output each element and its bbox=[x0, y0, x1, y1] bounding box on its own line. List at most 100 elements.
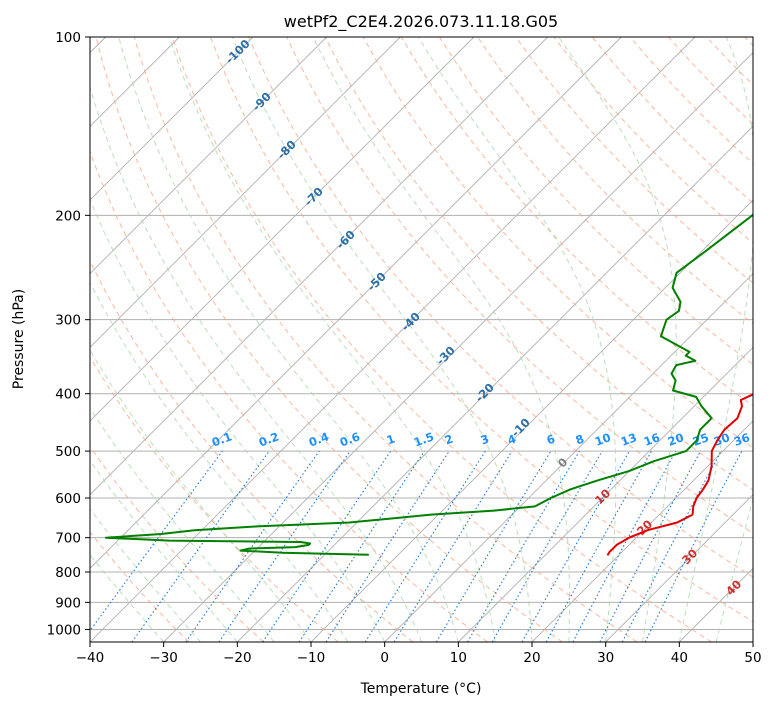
isotherm-line bbox=[310, 199, 753, 642]
mixing-ratio-line bbox=[90, 450, 223, 632]
moist-adiabat-line bbox=[715, 497, 753, 642]
mixing-ratio-line bbox=[131, 450, 270, 642]
dry-adiabat-line bbox=[171, 37, 712, 642]
mixing-ratio-line bbox=[467, 450, 580, 642]
moist-adiabat-line bbox=[312, 37, 570, 642]
dry-adiabat-line bbox=[210, 37, 753, 623]
moist-adiabat-line bbox=[231, 37, 533, 642]
mixing-ratio-line bbox=[393, 450, 513, 642]
profile-lines bbox=[104, 212, 753, 556]
y-tick-label: 700 bbox=[55, 531, 81, 547]
dry-adiabat-line bbox=[95, 37, 563, 642]
y-axis-label: Pressure (hPa) bbox=[11, 289, 27, 389]
x-axis-label: Temperature (°C) bbox=[360, 681, 482, 697]
y-tick-label: 100 bbox=[55, 30, 81, 46]
x-tick-label: −10 bbox=[297, 650, 326, 666]
plot-area bbox=[90, 37, 753, 642]
dry-adiabat-line bbox=[438, 37, 753, 366]
mixing-ratio-label: 3 bbox=[479, 432, 491, 448]
mixing-ratio-line bbox=[545, 450, 653, 642]
x-tick-label: −30 bbox=[149, 650, 178, 666]
isotherm-line bbox=[752, 641, 753, 642]
moist-adiabat-line bbox=[90, 554, 165, 642]
moist-adiabat-line bbox=[90, 459, 238, 642]
mixing-ratio-line bbox=[298, 450, 425, 642]
dry-adiabat-label: -20 bbox=[472, 380, 497, 405]
mixing-ratio-label: 8 bbox=[574, 432, 586, 448]
y-tick-label: 400 bbox=[55, 387, 81, 403]
isotherm-line bbox=[237, 125, 753, 642]
moist-adiabat-line bbox=[90, 348, 312, 642]
mixing-ratio-label: 25 bbox=[691, 430, 711, 449]
plot-frame bbox=[89, 36, 754, 643]
axis-ticks: −40 −30 −20 −10 0 10 20 30 40 50 100 200 300 400 500 60… bbox=[47, 30, 762, 666]
mixing-ratio-line bbox=[572, 450, 677, 642]
x-tick-label: 40 bbox=[671, 650, 688, 666]
isotherm-line bbox=[605, 494, 753, 642]
mixing-ratio-label: 20 bbox=[666, 430, 686, 449]
mixing-ratio-label: 10 bbox=[593, 430, 613, 449]
mixing-ratio-label: 0.1 bbox=[210, 429, 234, 449]
dry-adiabat-line bbox=[400, 37, 753, 407]
dry-adiabat-line bbox=[591, 37, 753, 204]
isotherm-line bbox=[90, 37, 327, 275]
mixing-ratio-label: 2 bbox=[443, 432, 455, 448]
mixing-ratio-line bbox=[364, 450, 486, 642]
isotherm-line bbox=[90, 37, 401, 348]
isotherm-line bbox=[90, 37, 254, 201]
x-tick-label: −20 bbox=[223, 650, 252, 666]
x-tick-label: 20 bbox=[523, 650, 540, 666]
isotherm-line bbox=[90, 37, 622, 569]
moist-adiabat-line bbox=[118, 37, 459, 642]
mixing-ratio-label: 0.4 bbox=[307, 429, 331, 449]
isotherm-line bbox=[90, 37, 696, 642]
dry-adiabat-line bbox=[133, 37, 638, 642]
dry-adiabat-line bbox=[286, 37, 753, 534]
y-tick-label: 600 bbox=[55, 491, 81, 507]
dry-adiabat-line bbox=[90, 445, 264, 642]
x-tick-label: 0 bbox=[380, 650, 389, 666]
x-tick-label: 50 bbox=[744, 650, 761, 666]
dry-adiabat-line bbox=[90, 150, 488, 642]
mixing-ratio-label: 1 bbox=[385, 432, 397, 448]
dry-adiabat-line bbox=[248, 37, 753, 578]
mixing-ratio-label: 1.5 bbox=[412, 429, 436, 449]
mixing-ratio-line bbox=[185, 450, 320, 642]
dry-adiabat-line bbox=[90, 531, 190, 642]
dry-adiabat-line bbox=[90, 259, 414, 642]
mixing-ratio-line bbox=[644, 450, 743, 642]
moist-adiabat-line bbox=[90, 198, 386, 642]
dry-adiabat-label: -80 bbox=[274, 137, 299, 162]
mixing-ratio-label: 0.6 bbox=[338, 429, 362, 449]
isotherm-line bbox=[531, 420, 753, 642]
moist-adiabat-label: 10 bbox=[592, 486, 613, 507]
mixing-ratio-label: 13 bbox=[619, 430, 639, 449]
dry-adiabat-line bbox=[90, 356, 339, 642]
dry-adiabat-line bbox=[553, 37, 753, 244]
y-tick-label: 200 bbox=[55, 208, 81, 224]
dry-adiabat-label: -30 bbox=[433, 343, 458, 368]
y-tick-label: 900 bbox=[55, 595, 81, 611]
dewpoint-line bbox=[104, 212, 753, 556]
isotherm-line bbox=[458, 346, 753, 642]
dry-adiabat-line bbox=[515, 37, 753, 284]
mixing-ratio-line bbox=[435, 450, 552, 642]
dry-adiabat-line bbox=[477, 37, 753, 325]
dry-adiabat-label: -70 bbox=[301, 184, 326, 209]
y-tick-label: 800 bbox=[55, 565, 81, 581]
moist-adiabat-line bbox=[417, 37, 617, 642]
x-tick-label: −40 bbox=[76, 650, 105, 666]
y-tick-label: 500 bbox=[55, 444, 81, 460]
x-tick-label: 30 bbox=[597, 650, 614, 666]
dry-adiabat-label: -100 bbox=[223, 37, 253, 67]
y-tick-label: 300 bbox=[55, 313, 81, 329]
mixing-ratio-label: 0.2 bbox=[257, 429, 281, 449]
mixing-ratio-line bbox=[325, 450, 450, 642]
mixing-ratio-label: 30 bbox=[712, 430, 732, 449]
mixing-ratio-line bbox=[218, 450, 351, 642]
mixing-ratio-line bbox=[262, 450, 392, 642]
chart-title: wetPf2_C2E4.2026.073.11.18.G05 bbox=[284, 12, 558, 32]
moist-adiabat-line bbox=[558, 37, 677, 642]
moist-adiabat-line bbox=[90, 508, 201, 642]
